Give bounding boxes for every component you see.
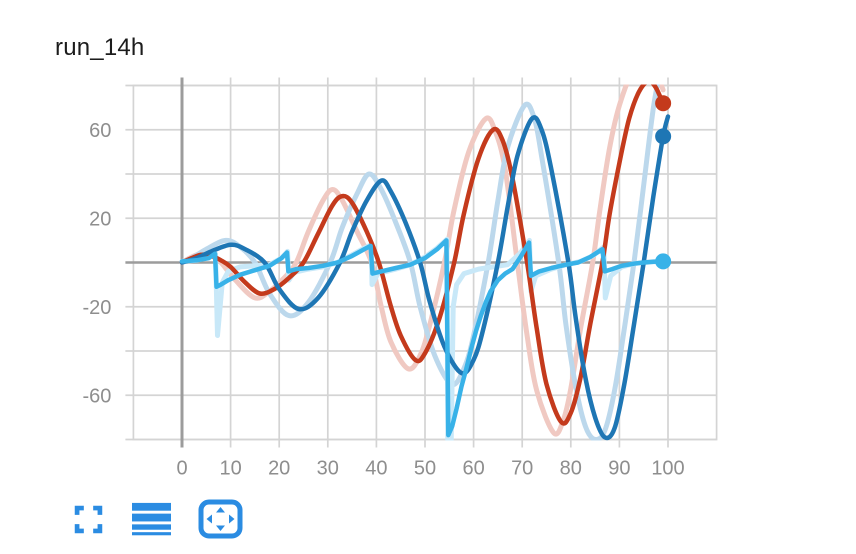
pan-zoom-button[interactable] (196, 497, 245, 544)
chart-title: run_14h (55, 34, 145, 61)
x-tick-label-0: 0 (176, 458, 187, 480)
y-tick-label--20: -20 (82, 297, 111, 319)
series-red-raw (179, 84, 666, 437)
x-tick-label-40: 40 (365, 458, 387, 480)
red-smoothed-end-dot (655, 95, 672, 112)
y-tick-label--60: -60 (82, 385, 111, 407)
scalar-line-chart: 0 10 20 30 40 50 60 70 80 90 100 60 20 -20 -60 (82, 77, 718, 480)
fullscreen-button[interactable] (70, 501, 107, 541)
x-tick-label-30: 30 (317, 458, 339, 480)
x-tick-label-90: 90 (608, 458, 630, 480)
x-tick-label-20: 20 (268, 458, 290, 480)
y-tick-label-60: 60 (89, 120, 111, 142)
x-tick-label-60: 60 (462, 458, 484, 480)
x-tick-label-70: 70 (511, 458, 533, 480)
series-red-smoothed (179, 84, 669, 426)
fullscreen-icon (72, 503, 105, 539)
x-tick-label-80: 80 (560, 458, 582, 480)
series-blue-smoothed (179, 114, 671, 441)
series-cyan-smoothed (179, 238, 671, 438)
x-tick-label-100: 100 (651, 458, 684, 480)
chart-toolbar (70, 497, 245, 544)
x-tick-label-10: 10 (219, 458, 241, 480)
raw-data-button[interactable] (130, 500, 173, 541)
cyan-smoothed-end-dot (655, 253, 672, 270)
y-tick-label-20: 20 (89, 208, 111, 230)
pan-arrows-icon (198, 499, 243, 542)
data-rows-icon (132, 502, 171, 539)
x-tick-label-50: 50 (414, 458, 436, 480)
blue-smoothed-end-dot (655, 128, 672, 145)
